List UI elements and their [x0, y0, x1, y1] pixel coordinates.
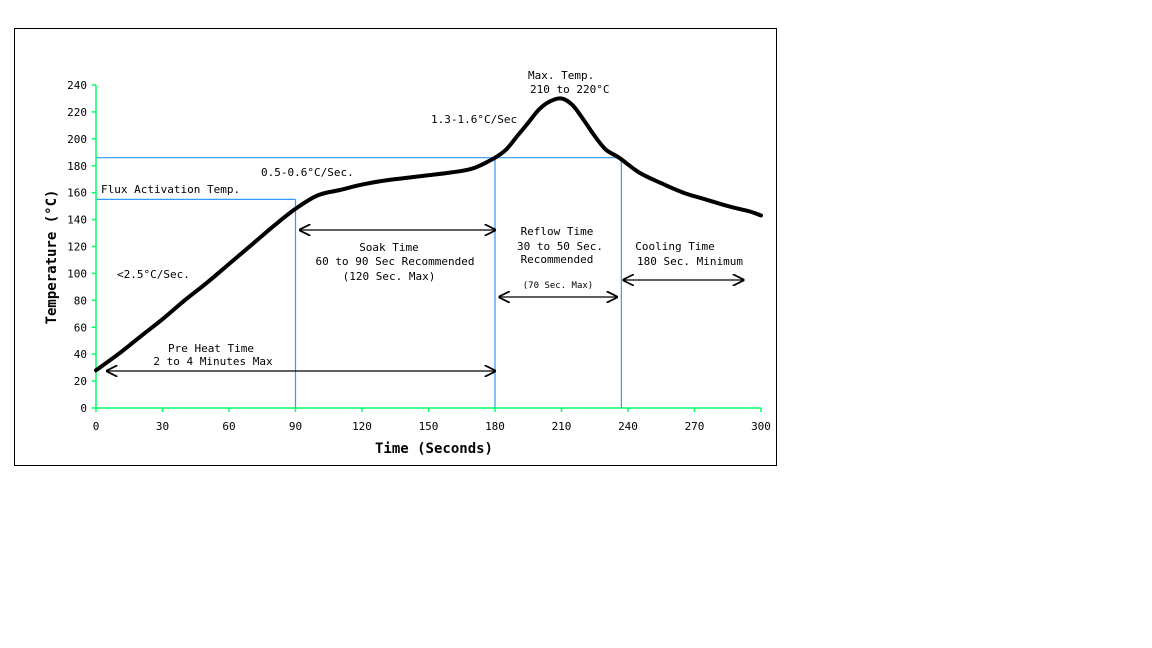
reflow-label-4: (70 Sec. Max): [523, 281, 593, 291]
x-tick-label: 30: [156, 420, 169, 433]
max-temp-line-1: Max. Temp.: [528, 69, 594, 82]
chart-frame: 0 30 60 90 120 150 180 210 240 270 300 0 20 40 60 80 100…: [14, 28, 777, 466]
ramp-rate-1-label: <2.5°C/Sec.: [117, 268, 190, 281]
y-tick-label: 100: [67, 267, 87, 280]
series-layer: [94, 96, 763, 373]
flux-activation-label: Flux Activation Temp.: [101, 183, 240, 196]
y-tick-label: 20: [74, 375, 87, 388]
soak-label-1: Soak Time: [359, 241, 419, 254]
y-tick-label: 220: [67, 106, 87, 119]
interval-arrows: [107, 230, 743, 371]
x-tick-label: 240: [618, 420, 638, 433]
preheat-label-1: Pre Heat Time: [168, 342, 254, 355]
y-tick-label: 180: [67, 160, 87, 173]
x-tick-label: 300: [751, 420, 771, 433]
reflow-label-2: 30 to 50 Sec.: [517, 240, 603, 253]
axes: 0 30 60 90 120 150 180 210 240 270 300 0 20 40 60 80 100…: [67, 79, 771, 433]
reflow-label-1: Reflow Time: [521, 225, 594, 238]
y-tick-label: 240: [67, 79, 87, 92]
reflow-label-3: Recommended: [521, 253, 594, 266]
y-tick-label: 60: [74, 321, 87, 334]
x-tick-label: 150: [419, 420, 439, 433]
preheat-label-2: 2 to 4 Minutes Max: [153, 355, 273, 368]
max-temp-line-2: 210 to 220°C: [530, 83, 609, 96]
x-tick-label: 60: [222, 420, 235, 433]
y-tick-label: 140: [67, 214, 87, 227]
x-tick-label: 270: [685, 420, 705, 433]
x-tick-label: 180: [485, 420, 505, 433]
y-tick-label: 40: [74, 348, 87, 361]
cooling-label-1: Cooling Time: [635, 240, 714, 253]
x-tick-label: 120: [352, 420, 372, 433]
y-tick-label: 120: [67, 241, 87, 254]
y-tick-label: 80: [74, 294, 87, 307]
x-tick-label: 0: [93, 420, 100, 433]
chart-svg: 0 30 60 90 120 150 180 210 240 270 300 0 20 40 60 80 100…: [44, 69, 771, 457]
soak-label-2: 60 to 90 Sec Recommended: [316, 255, 475, 268]
cooling-label-2: 180 Sec. Minimum: [637, 255, 743, 268]
soak-label-3: (120 Sec. Max): [343, 270, 436, 283]
y-tick-label: 0: [80, 402, 87, 415]
y-axis-title: Temperature (°C): [44, 190, 60, 325]
y-tick-label: 200: [67, 133, 87, 146]
x-axis-title: Time (Seconds): [375, 441, 493, 457]
ramp-rate-3-label: 1.3-1.6°C/Sec: [431, 113, 517, 126]
x-tick-label: 90: [289, 420, 302, 433]
y-tick-label: 160: [67, 187, 87, 200]
x-tick-label: 210: [552, 420, 572, 433]
ramp-rate-2-label: 0.5-0.6°C/Sec.: [261, 166, 354, 179]
temperature-profile-line: [94, 96, 763, 373]
